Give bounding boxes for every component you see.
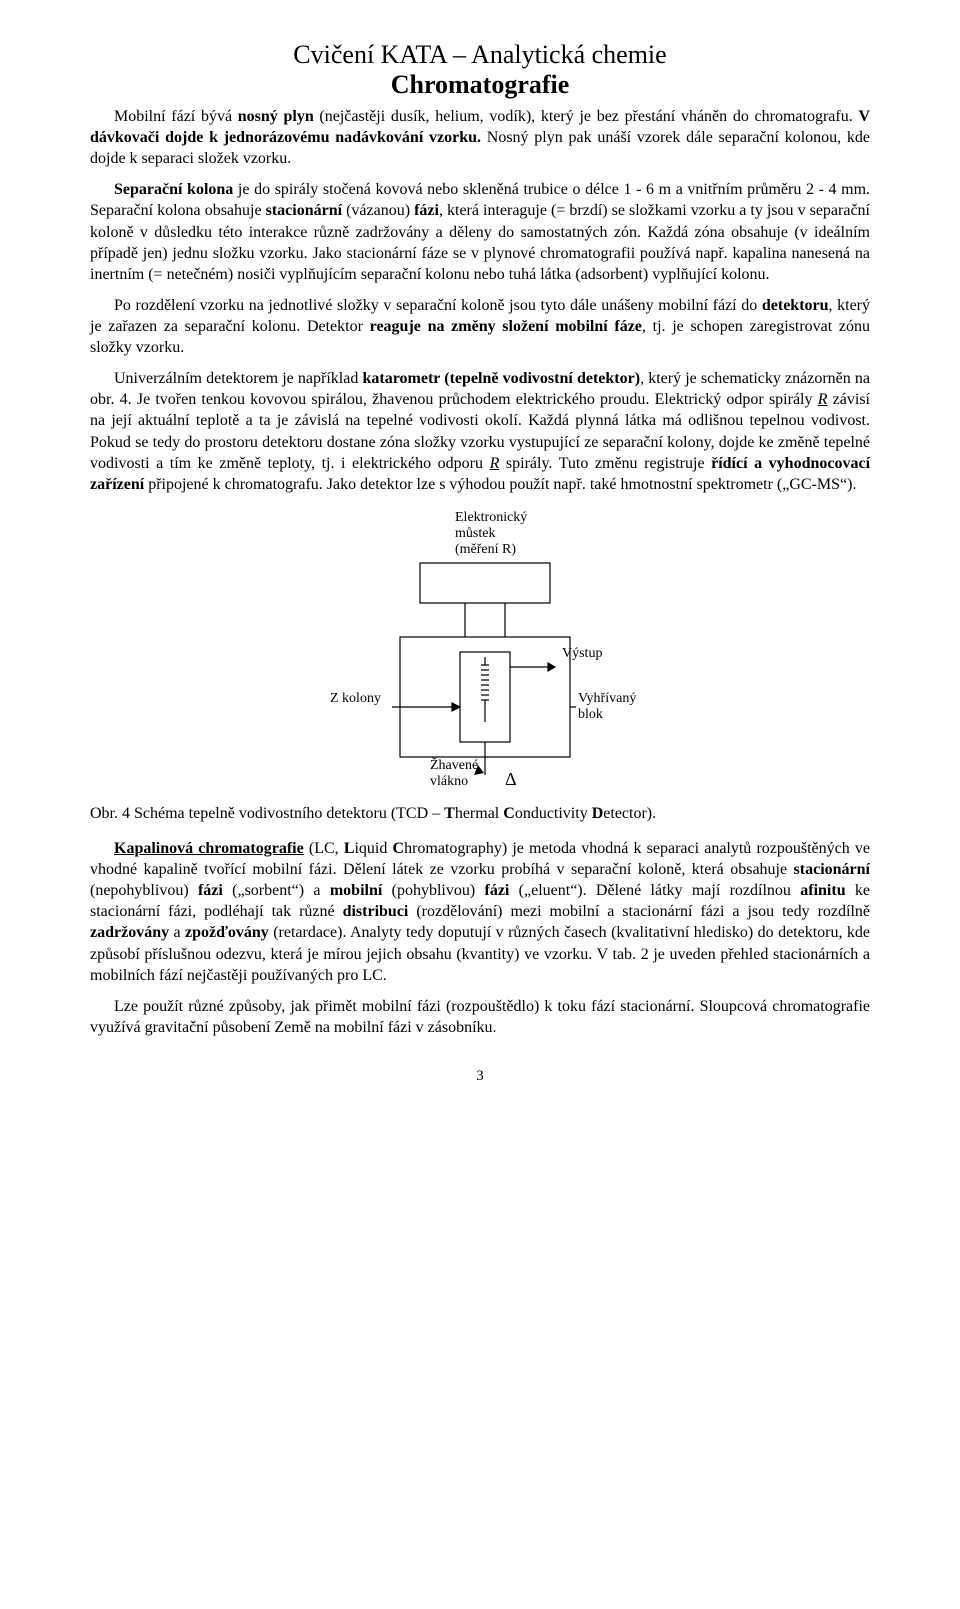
text-bold: zpožďovány xyxy=(185,924,269,941)
text-bold: T xyxy=(444,805,455,822)
text-bold: nosný plyn xyxy=(238,108,314,125)
text: onductivity xyxy=(515,805,592,822)
paragraph-4: Univerzálním detektorem je například kat… xyxy=(90,368,870,495)
label-bridge-3: (měření R) xyxy=(455,542,516,557)
text: (nejčastěji dusík, helium, vodík), který… xyxy=(314,108,859,125)
text: etector). xyxy=(603,805,656,822)
text-bold: katarometr (tepelně vodivostní detektor) xyxy=(362,370,640,387)
label-delta: Δ xyxy=(505,769,517,789)
text: (pohyblivou) xyxy=(382,882,484,899)
text-bold: fázi xyxy=(414,202,439,219)
text-bold: D xyxy=(592,805,604,822)
text: Po rozdělení vzorku na jednotlivé složky… xyxy=(114,297,762,314)
figure-caption: Obr. 4 Schéma tepelně vodivostního detek… xyxy=(90,803,870,824)
text-bold: afinitu xyxy=(800,882,845,899)
label-vyhrivany-2: blok xyxy=(578,707,603,722)
text-bold: reaguje na změny složení mobilní fáze xyxy=(370,318,642,335)
text-bold: mobilní xyxy=(330,882,382,899)
text: („eluent“). Dělené látky mají rozdílnou xyxy=(509,882,800,899)
paragraph-6: Lze použít různé způsoby, jak přimět mob… xyxy=(90,996,870,1038)
paragraph-5: Kapalinová chromatografie (LC, Liquid Ch… xyxy=(90,838,870,986)
paragraph-3: Po rozdělení vzorku na jednotlivé složky… xyxy=(90,295,870,358)
text-bold: stacionární xyxy=(266,202,342,219)
text: spirály. Tuto změnu registruje xyxy=(499,455,711,472)
text-bold: stacionární xyxy=(794,861,870,878)
text: Univerzálním detektorem je například xyxy=(114,370,362,387)
text-heading: Kapalinová chromatografie xyxy=(114,840,304,857)
page-number: 3 xyxy=(90,1068,870,1085)
text: a xyxy=(169,924,185,941)
label-zhavene-2: vlákno xyxy=(430,774,468,789)
label-bridge-2: můstek xyxy=(455,526,495,541)
text: (vázanou) xyxy=(342,202,414,219)
text: (rozdělování) mezi mobilní a stacionární… xyxy=(408,903,870,920)
text-bold: Separační kolona xyxy=(114,181,233,198)
text: Mobilní fází bývá xyxy=(114,108,238,125)
text: hermal xyxy=(455,805,503,822)
label-vystup: Výstup xyxy=(562,646,602,661)
text-bold: zadržovány xyxy=(90,924,169,941)
text-bold: distribuci xyxy=(343,903,409,920)
text: („sorbent“) a xyxy=(223,882,330,899)
text-bold: C xyxy=(503,805,515,822)
page-title-1: Cvičení KATA – Analytická chemie xyxy=(90,40,870,70)
text: Obr. 4 Schéma tepelně vodivostního detek… xyxy=(90,805,444,822)
label-zhavene-1: Žhavené xyxy=(430,756,478,773)
page-title-2: Chromatografie xyxy=(90,70,870,100)
text-var: R xyxy=(490,455,500,472)
text: (LC, xyxy=(304,840,344,857)
label-bridge-1: Elektronický xyxy=(455,510,527,525)
document-page: Cvičení KATA – Analytická chemie Chromat… xyxy=(0,0,960,1125)
text: (nepohyblivou) xyxy=(90,882,198,899)
label-zkolony: Z kolony xyxy=(330,691,381,706)
text: připojené k chromatografu. Jako detektor… xyxy=(144,476,856,493)
paragraph-2: Separační kolona je do spirály stočená k… xyxy=(90,179,870,285)
tcd-diagram-svg: Elektronický můstek (měření R) Výstup Vy… xyxy=(300,507,660,797)
text-bold: detektoru xyxy=(762,297,829,314)
label-vyhrivany-1: Vyhřívaný xyxy=(578,691,636,706)
paragraph-1: Mobilní fází bývá nosný plyn (nejčastěji… xyxy=(90,106,870,169)
text-bold: fázi xyxy=(198,882,223,899)
text-bold: L xyxy=(344,840,355,857)
figure-tcd-schema: Elektronický můstek (měření R) Výstup Vy… xyxy=(90,507,870,797)
text-bold: C xyxy=(393,840,405,857)
text-bold: fázi xyxy=(484,882,509,899)
text: iquid xyxy=(354,840,392,857)
